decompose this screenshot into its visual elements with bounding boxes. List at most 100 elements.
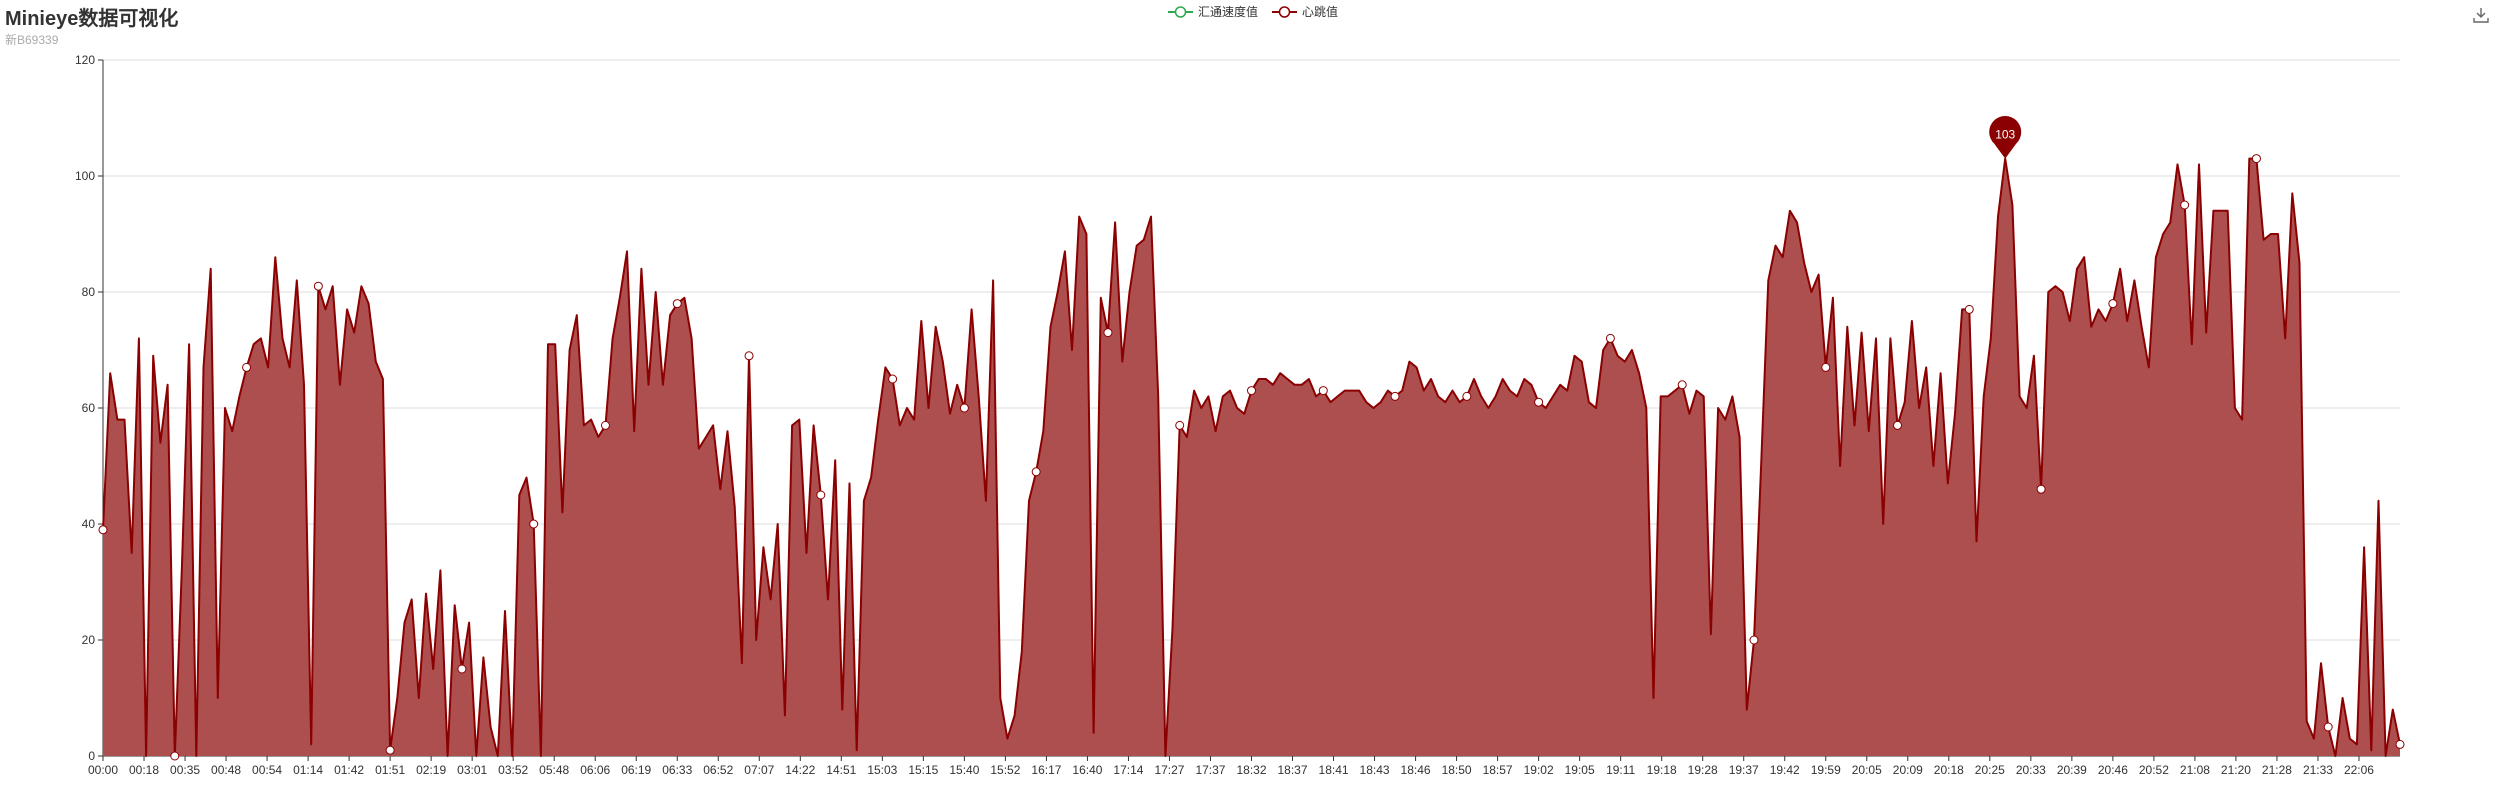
x-tick-label: 14:51 bbox=[826, 763, 856, 777]
data-point[interactable] bbox=[2323, 722, 2333, 732]
data-point[interactable] bbox=[313, 281, 323, 291]
y-tick-label: 60 bbox=[82, 401, 96, 415]
x-tick-label: 00:00 bbox=[88, 763, 118, 777]
x-tick-label: 18:41 bbox=[1319, 763, 1349, 777]
x-tick-label: 21:33 bbox=[2303, 763, 2333, 777]
x-tick-label: 16:17 bbox=[1031, 763, 1061, 777]
legend-speed-swatch-icon bbox=[1168, 5, 1193, 18]
x-tick-label: 18:46 bbox=[1401, 763, 1431, 777]
data-point[interactable] bbox=[1462, 391, 1472, 401]
x-tick-label: 17:27 bbox=[1154, 763, 1184, 777]
x-tick-label: 15:52 bbox=[990, 763, 1020, 777]
data-point[interactable] bbox=[385, 745, 395, 755]
x-tick-label: 06:06 bbox=[580, 763, 610, 777]
max-marker-label: 103 bbox=[1995, 128, 2015, 142]
x-tick-label: 22:06 bbox=[2344, 763, 2374, 777]
x-tick-label: 19:59 bbox=[1811, 763, 1841, 777]
data-point[interactable] bbox=[2036, 484, 2046, 494]
series-layer bbox=[98, 154, 2405, 761]
data-point[interactable] bbox=[1390, 391, 1400, 401]
data-point[interactable] bbox=[1821, 362, 1831, 372]
data-point[interactable] bbox=[1175, 420, 1185, 430]
data-point[interactable] bbox=[1964, 304, 1974, 314]
x-tick-label: 18:43 bbox=[1360, 763, 1390, 777]
x-tick-label: 18:32 bbox=[1236, 763, 1266, 777]
legend-item-speed[interactable]: 汇通速度值 bbox=[1168, 3, 1258, 20]
x-tick-label: 05:48 bbox=[539, 763, 569, 777]
x-tick-label: 01:51 bbox=[375, 763, 405, 777]
legend-heartbeat-swatch-icon bbox=[1272, 5, 1298, 18]
data-point[interactable] bbox=[2180, 200, 2190, 210]
data-point[interactable] bbox=[959, 403, 969, 413]
data-point[interactable] bbox=[816, 490, 826, 500]
x-tick-label: 19:42 bbox=[1770, 763, 1800, 777]
legend-item-heartbeat[interactable]: 心跳值 bbox=[1272, 3, 1338, 20]
x-tick-label: 00:18 bbox=[129, 763, 159, 777]
data-point[interactable] bbox=[1247, 386, 1256, 396]
x-tick-label: 06:52 bbox=[703, 763, 733, 777]
y-tick-label: 0 bbox=[88, 749, 95, 763]
x-tick-label: 19:28 bbox=[1688, 763, 1718, 777]
data-point[interactable] bbox=[1677, 380, 1687, 390]
data-point[interactable] bbox=[672, 299, 682, 309]
x-tick-label: 18:57 bbox=[1483, 763, 1513, 777]
x-tick-label: 02:19 bbox=[416, 763, 446, 777]
x-tick-label: 06:19 bbox=[621, 763, 651, 777]
data-point[interactable] bbox=[1103, 328, 1113, 338]
download-icon[interactable] bbox=[2472, 6, 2490, 29]
chart-title: Minieye数据可视化 bbox=[5, 8, 179, 30]
x-tick-label: 01:42 bbox=[334, 763, 364, 777]
data-point[interactable] bbox=[1534, 397, 1544, 407]
x-tick-label: 20:18 bbox=[1934, 763, 1964, 777]
y-tick-label: 80 bbox=[82, 285, 96, 299]
y-tick-label: 40 bbox=[82, 517, 96, 531]
x-tick-label: 19:05 bbox=[1565, 763, 1595, 777]
x-tick-label: 20:52 bbox=[2139, 763, 2169, 777]
data-point[interactable] bbox=[529, 519, 539, 529]
data-point[interactable] bbox=[1031, 467, 1041, 477]
x-tick-label: 20:05 bbox=[1852, 763, 1882, 777]
data-point[interactable] bbox=[2395, 739, 2405, 749]
data-point[interactable] bbox=[1893, 420, 1903, 430]
x-tick-label: 20:09 bbox=[1893, 763, 1923, 777]
legend: 汇通速度值 心跳值 bbox=[1168, 3, 1352, 20]
x-tick-label: 17:37 bbox=[1195, 763, 1225, 777]
x-tick-label: 21:28 bbox=[2262, 763, 2292, 777]
chart-subtitle: 新B69339 bbox=[5, 33, 59, 47]
x-axis: 00:00 00:18 00:35 00:48 00:54 01:14 01:42 01:51… bbox=[88, 755, 2400, 777]
x-tick-label: 18:50 bbox=[1442, 763, 1472, 777]
data-point[interactable] bbox=[600, 420, 610, 430]
x-tick-label: 00:35 bbox=[170, 763, 200, 777]
x-tick-label: 00:48 bbox=[211, 763, 241, 777]
x-tick-label: 15:40 bbox=[949, 763, 979, 777]
data-point[interactable] bbox=[98, 525, 108, 535]
data-point[interactable] bbox=[242, 362, 252, 372]
x-tick-label: 20:39 bbox=[2057, 763, 2087, 777]
y-tick-label: 100 bbox=[75, 169, 95, 183]
heartbeat-area bbox=[103, 158, 2400, 757]
x-tick-label: 06:33 bbox=[662, 763, 692, 777]
data-point[interactable] bbox=[744, 351, 754, 361]
max-pin-icon bbox=[1989, 115, 2022, 159]
x-tick-label: 19:37 bbox=[1729, 763, 1759, 777]
data-point[interactable] bbox=[1605, 333, 1615, 343]
data-point[interactable] bbox=[170, 751, 180, 761]
data-point[interactable] bbox=[888, 374, 898, 384]
x-tick-label: 21:08 bbox=[2180, 763, 2210, 777]
x-tick-label: 01:14 bbox=[293, 763, 323, 777]
data-point[interactable] bbox=[2251, 154, 2261, 164]
x-tick-label: 03:01 bbox=[457, 763, 487, 777]
data-point[interactable] bbox=[457, 664, 467, 674]
x-tick-label: 18:37 bbox=[1278, 763, 1308, 777]
x-tick-label: 19:18 bbox=[1647, 763, 1677, 777]
data-point[interactable] bbox=[1318, 386, 1328, 396]
x-tick-label: 07:07 bbox=[744, 763, 774, 777]
x-tick-label: 03:52 bbox=[498, 763, 528, 777]
max-marker: 103 bbox=[1989, 115, 2022, 159]
legend-label-speed: 汇通速度值 bbox=[1198, 5, 1259, 19]
data-point[interactable] bbox=[2108, 299, 2118, 309]
data-point[interactable] bbox=[1749, 635, 1759, 645]
legend-label-heartbeat: 心跳值 bbox=[1302, 5, 1339, 19]
x-tick-label: 15:03 bbox=[867, 763, 897, 777]
